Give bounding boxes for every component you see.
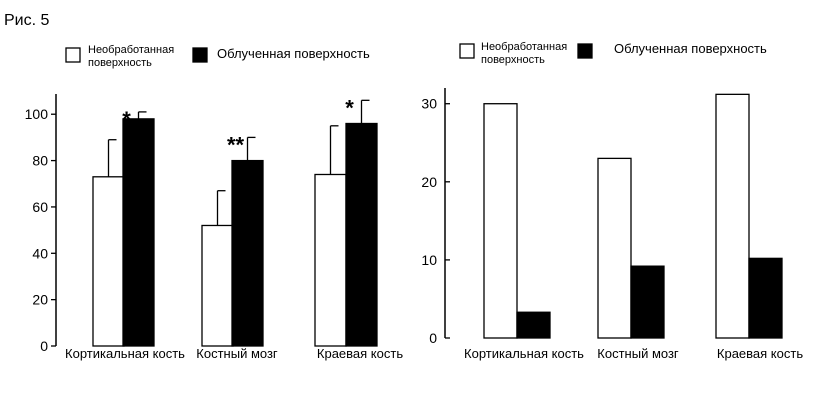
category-label: Краевая кость xyxy=(317,346,403,361)
legend: Необработанная поверхность Облученная пове… xyxy=(459,41,767,66)
legend-label: Облученная поверхность xyxy=(614,41,767,56)
legend-label: Необработанная поверхность xyxy=(481,41,567,66)
category-label: Кортикальная кость xyxy=(65,346,185,361)
bar xyxy=(748,257,783,339)
legend-swatch xyxy=(192,47,208,63)
y-tick-label: 60 xyxy=(32,199,48,215)
significance-label: ** xyxy=(227,132,245,157)
bar xyxy=(201,224,234,347)
chart-2: Необработанная поверхность Облученная пове… xyxy=(421,41,803,361)
y-tick-label: 30 xyxy=(421,96,437,112)
y-tick-label: 10 xyxy=(421,252,437,268)
bar xyxy=(92,176,125,347)
legend-label: Облученная поверхность xyxy=(217,46,370,61)
bar xyxy=(231,159,264,347)
significance-label: * xyxy=(345,95,354,120)
bar xyxy=(314,173,347,347)
bar xyxy=(630,265,665,339)
legend-swatch xyxy=(577,43,593,59)
category-label: Краевая кость xyxy=(717,346,803,361)
chart-1: Необработанная поверхность Облученная пове… xyxy=(25,44,404,361)
y-tick-label: 20 xyxy=(421,174,437,190)
y-tick-label: 80 xyxy=(32,153,48,169)
bar xyxy=(516,311,551,339)
bar xyxy=(715,93,750,339)
category-label: Кортикальная кость xyxy=(464,346,584,361)
y-tick-label: 40 xyxy=(32,245,48,261)
y-tick-label: 20 xyxy=(32,292,48,308)
legend-swatch xyxy=(459,43,475,59)
y-tick-label: 0 xyxy=(429,330,437,346)
significance-label: * xyxy=(122,107,131,132)
bar xyxy=(122,118,155,347)
y-tick-label: 100 xyxy=(25,106,49,122)
legend-swatch xyxy=(65,47,81,63)
category-label: Костный мозг xyxy=(597,346,679,361)
legend: Необработанная поверхность Облученная пове… xyxy=(65,44,370,69)
category-label: Костный мозг xyxy=(196,346,278,361)
figure-label: Рис. 5 xyxy=(4,12,50,29)
y-tick-label: 0 xyxy=(40,338,48,354)
legend-label: Необработанная поверхность xyxy=(88,44,174,69)
bar xyxy=(597,157,632,339)
bar xyxy=(345,122,378,347)
bar xyxy=(483,103,518,339)
